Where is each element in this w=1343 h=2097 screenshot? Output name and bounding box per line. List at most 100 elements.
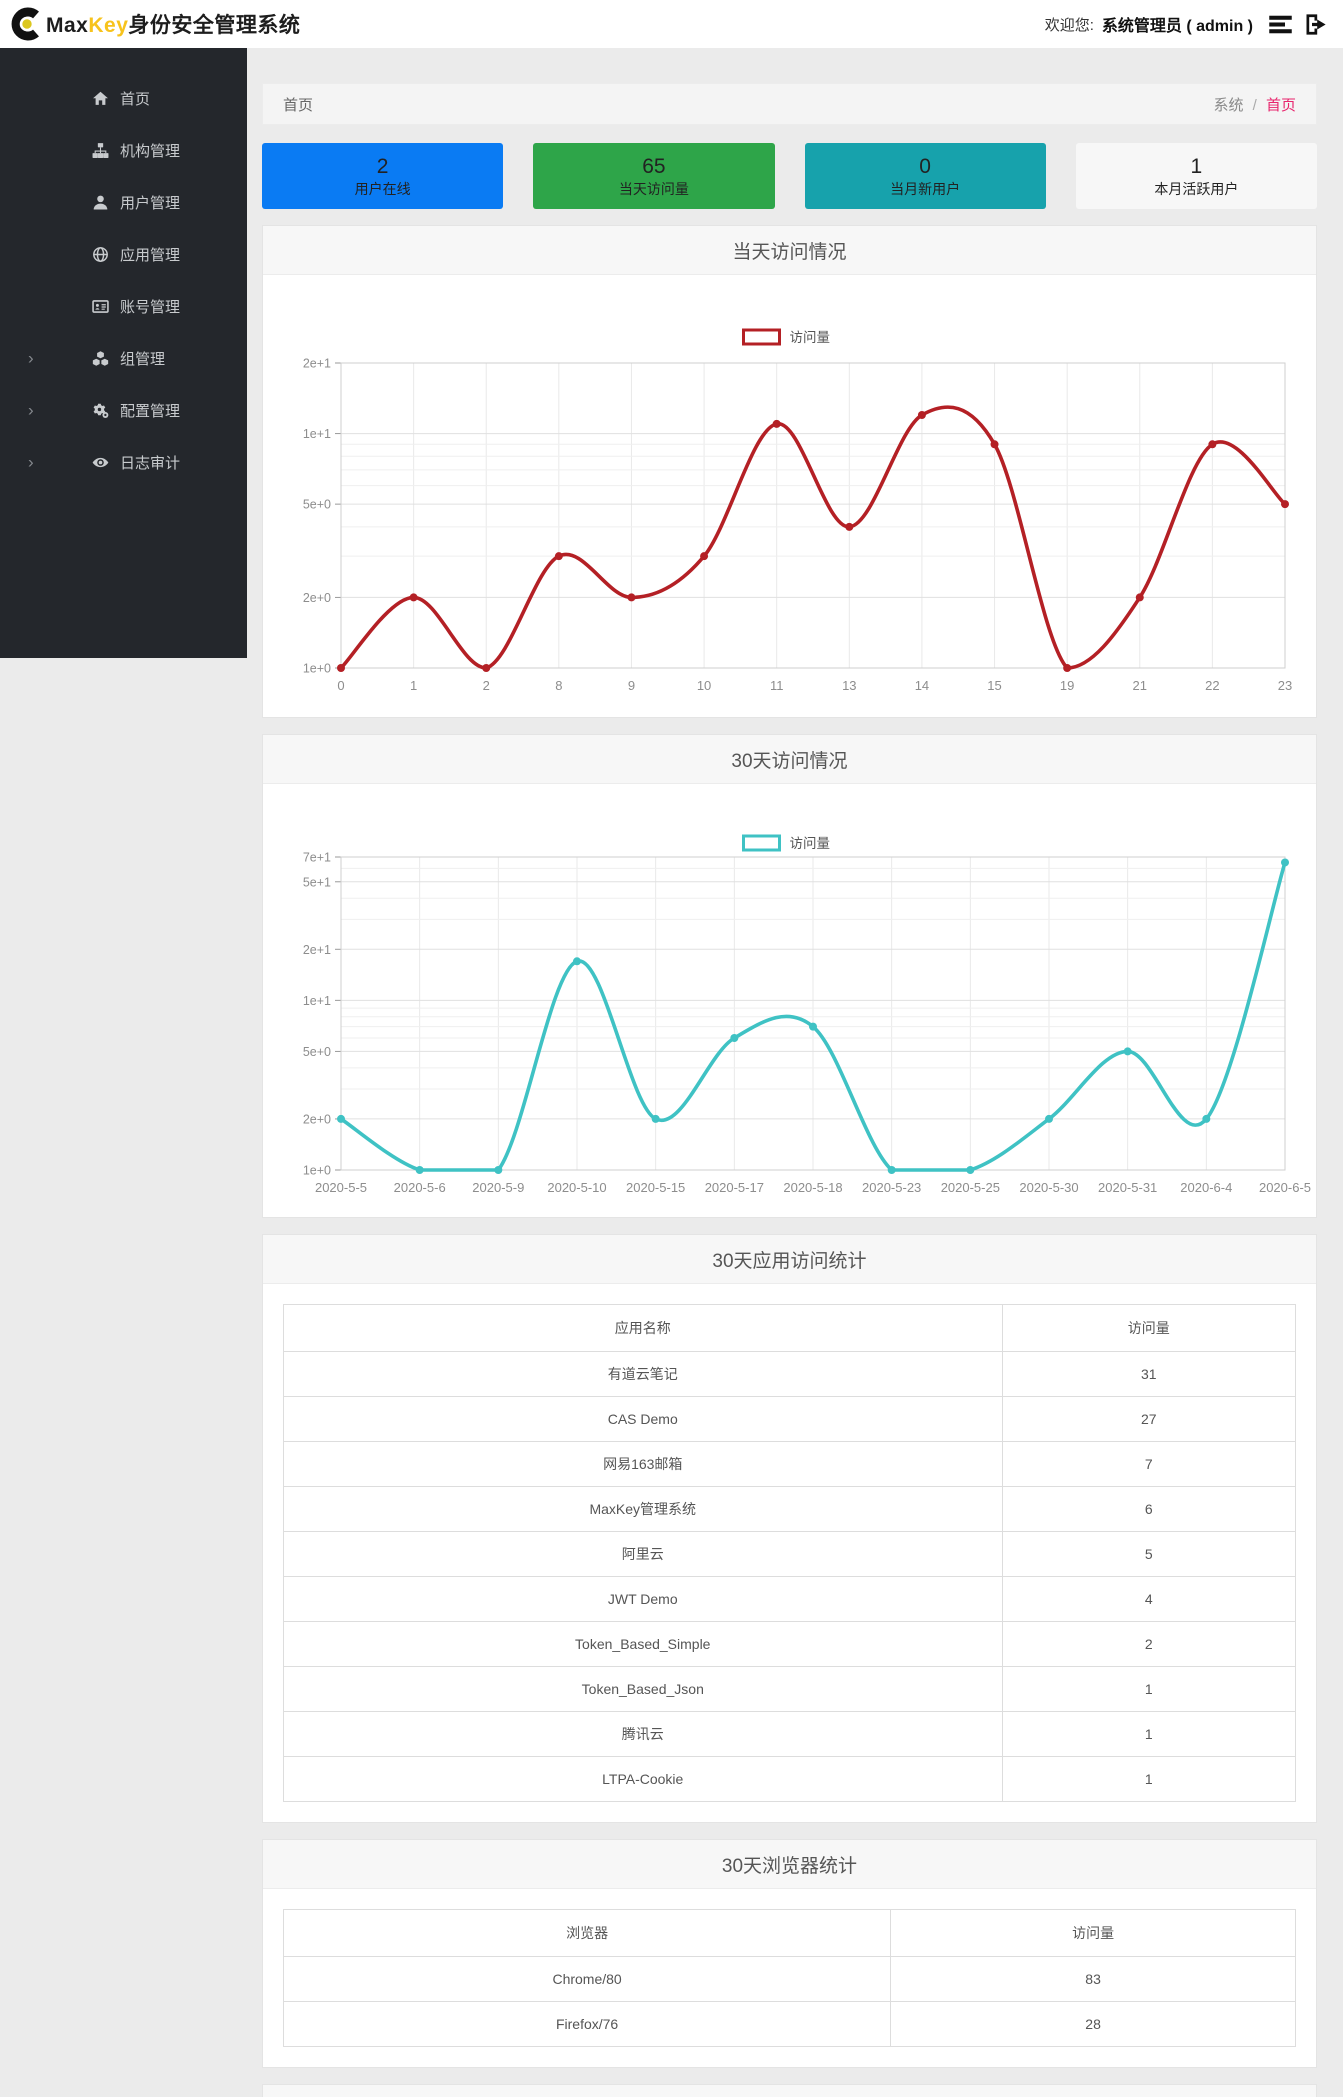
svg-text:7e+1: 7e+1 <box>303 851 331 865</box>
table-row: Token_Based_Simple 2 <box>283 1621 1297 1667</box>
panel-app-stats: 30天应用访问统计 应用名称 访问量 有道云笔记 31 CAS Demo 27 网易163邮… <box>262 1234 1317 1823</box>
sidebar-item-3[interactable]: 应用管理 <box>0 228 247 280</box>
table-cell: Chrome/80 <box>282 1956 892 2002</box>
visits-30days-chart: 1e+0 2e+0 5e+0 1e+1 2e+1 5e+1 7e+1 2020-5-5 2020… <box>263 784 1316 1217</box>
sidebar-item-7[interactable]: › 日志审计 <box>0 436 247 488</box>
svg-text:2e+1: 2e+1 <box>303 943 331 957</box>
svg-text:14: 14 <box>915 678 929 693</box>
table-cell: 7 <box>1001 1441 1297 1487</box>
svg-text:22: 22 <box>1205 678 1219 693</box>
stat-card-label: 本月活跃用户 <box>1154 181 1239 197</box>
sidebar-item-1[interactable]: 机构管理 <box>0 124 247 176</box>
svg-text:2020-5-6: 2020-5-6 <box>394 1180 446 1195</box>
table-row: Chrome/80 83 <box>282 1956 1296 2002</box>
svg-text:1e+1: 1e+1 <box>303 994 331 1008</box>
home-icon <box>92 90 109 107</box>
breadcrumb-current[interactable]: 首页 <box>1265 96 1296 114</box>
table-cell: MaxKey管理系统 <box>283 1486 1003 1532</box>
table-cell: 31 <box>1001 1351 1297 1397</box>
table-header-row: 应用名称 访问量 <box>283 1304 1297 1352</box>
svg-text:11: 11 <box>770 678 784 693</box>
panel-browser-stats-title: 30天浏览器统计 <box>263 1840 1316 1889</box>
sidebar-item-label: 用户管理 <box>120 194 181 212</box>
column-header: 浏览器 <box>282 1909 892 1957</box>
menu-icon[interactable] <box>1267 11 1294 38</box>
breadcrumb-separator: / <box>1252 96 1257 114</box>
sidebar-item-5[interactable]: › 组管理 <box>0 332 247 384</box>
table-header-row: 浏览器 访问量 <box>282 1909 1296 1957</box>
svg-text:访问量: 访问量 <box>790 330 831 345</box>
sidebar-item-0[interactable]: 首页 <box>0 72 247 124</box>
sidebar: 首页机构管理用户管理应用管理账号管理 › 组管理 › 配置管理 › 日志审计 <box>0 48 247 658</box>
svg-text:5e+1: 5e+1 <box>303 875 331 889</box>
browser-stats-table: 浏览器 访问量 Chrome/80 83 Firefox/76 28 <box>263 1889 1316 2067</box>
svg-text:2e+0: 2e+0 <box>303 591 331 605</box>
app-stats-table: 应用名称 访问量 有道云笔记 31 CAS Demo 27 网易163邮箱 7 MaxKey管理… <box>263 1284 1316 1822</box>
id-card-icon <box>92 298 109 315</box>
svg-text:5e+0: 5e+0 <box>303 1045 331 1059</box>
table-cell: JWT Demo <box>283 1576 1003 1622</box>
table-cell: LTPA-Cookie <box>283 1756 1003 1802</box>
table-cell: 1 <box>1001 1666 1297 1712</box>
svg-text:1e+0: 1e+0 <box>303 662 331 676</box>
table-cell: 5 <box>1001 1531 1297 1577</box>
table-cell: 1 <box>1001 1711 1297 1757</box>
table-cell: Token_Based_Simple <box>283 1621 1003 1667</box>
panel-visits-30days-title: 30天访问情况 <box>263 735 1316 784</box>
svg-text:2020-5-5: 2020-5-5 <box>315 1180 367 1195</box>
svg-text:21: 21 <box>1133 678 1147 693</box>
top-header: MaxKey身份安全管理系统 欢迎您: 系统管理员 ( admin ) <box>0 0 1343 48</box>
app-title: MaxKey身份安全管理系统 <box>46 14 301 37</box>
statistics-table: 应用名称 访问量 有道云笔记 31 CAS Demo 27 网易163邮箱 7 MaxKey管理… <box>283 1304 1297 1802</box>
breadcrumb-bar: 首页 系统 / 首页 <box>262 83 1317 125</box>
svg-text:13: 13 <box>842 678 856 693</box>
sidebar-item-4[interactable]: 账号管理 <box>0 280 247 332</box>
statistics-table: 浏览器 访问量 Chrome/80 83 Firefox/76 28 <box>282 1909 1296 2047</box>
breadcrumb: 系统 / 首页 <box>1213 94 1296 115</box>
panel-visits-today-title: 当天访问情况 <box>263 226 1316 275</box>
logout-icon[interactable] <box>1302 11 1329 38</box>
stat-card-value: 1 <box>1190 155 1203 178</box>
table-row: MaxKey管理系统 6 <box>283 1486 1297 1532</box>
svg-text:2020-5-9: 2020-5-9 <box>472 1180 524 1195</box>
panel-visits-30days: 30天访问情况 1e+0 2e+0 5e+0 1e+1 2e+1 5e+1 7e+1 2020… <box>262 734 1317 1218</box>
stat-card-0: 2 用户在线 <box>262 143 504 209</box>
stat-card-label: 用户在线 <box>354 181 411 197</box>
sidebar-item-label: 账号管理 <box>120 298 181 316</box>
welcome-label: 欢迎您: <box>1044 16 1094 34</box>
sidebar-item-label: 机构管理 <box>120 142 181 160</box>
chevron-right-icon: › <box>28 400 34 420</box>
sidebar-item-6[interactable]: › 配置管理 <box>0 384 247 436</box>
svg-text:10: 10 <box>697 678 711 693</box>
stat-card-1: 65 当天访问量 <box>533 143 775 209</box>
svg-text:23: 23 <box>1278 678 1292 693</box>
svg-text:1e+0: 1e+0 <box>303 1164 331 1178</box>
svg-text:2020-5-25: 2020-5-25 <box>941 1180 1000 1195</box>
stat-card-3: 1 本月活跃用户 <box>1075 143 1317 209</box>
stat-card-value: 0 <box>919 155 931 178</box>
breadcrumb-root[interactable]: 系统 <box>1213 96 1244 114</box>
table-row: Token_Based_Json 1 <box>283 1666 1297 1712</box>
column-header: 访问量 <box>1001 1304 1297 1352</box>
table-cell: CAS Demo <box>283 1396 1003 1442</box>
table-cell: Firefox/76 <box>282 2001 892 2047</box>
svg-text:5e+0: 5e+0 <box>303 498 331 512</box>
svg-text:1e+1: 1e+1 <box>303 427 331 441</box>
table-cell: 腾讯云 <box>283 1711 1003 1757</box>
svg-text:19: 19 <box>1060 678 1074 693</box>
panel-app-stats-title: 30天应用访问统计 <box>263 1235 1316 1284</box>
svg-text:2020-5-30: 2020-5-30 <box>1019 1180 1078 1195</box>
column-header: 访问量 <box>890 1909 1296 1957</box>
table-cell: 网易163邮箱 <box>283 1441 1003 1487</box>
svg-text:2e+0: 2e+0 <box>303 1112 331 1126</box>
svg-text:2020-5-10: 2020-5-10 <box>547 1180 606 1195</box>
main-content: 首页 系统 / 首页 2 用户在线 65 当天访问量 0 当月新用户 1 本月活跃用户 当天访… <box>262 48 1317 2097</box>
table-cell: 2 <box>1001 1621 1297 1667</box>
table-row: CAS Demo 27 <box>283 1396 1297 1442</box>
chevron-right-icon: › <box>28 452 34 472</box>
sidebar-item-label: 应用管理 <box>120 246 181 264</box>
sidebar-item-2[interactable]: 用户管理 <box>0 176 247 228</box>
table-cell: 6 <box>1001 1486 1297 1532</box>
svg-text:2020-5-17: 2020-5-17 <box>705 1180 764 1195</box>
app-logo[interactable]: MaxKey身份安全管理系统 <box>10 7 300 41</box>
